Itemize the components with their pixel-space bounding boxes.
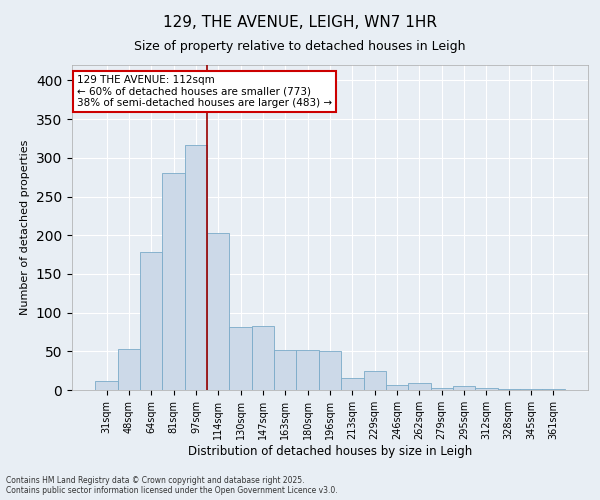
Bar: [542, 389, 565, 390]
Text: 129 THE AVENUE: 112sqm
← 60% of detached houses are smaller (773)
38% of semi-de: 129 THE AVENUE: 112sqm ← 60% of detached…: [77, 74, 332, 108]
Y-axis label: Number of detached properties: Number of detached properties: [20, 140, 31, 315]
Text: Contains HM Land Registry data © Crown copyright and database right 2025.
Contai: Contains HM Land Registry data © Crown c…: [6, 476, 338, 495]
Bar: [319, 352, 341, 390]
Bar: [475, 388, 497, 390]
Bar: [341, 378, 364, 390]
Bar: [431, 388, 453, 390]
Text: 129, THE AVENUE, LEIGH, WN7 1HR: 129, THE AVENUE, LEIGH, WN7 1HR: [163, 15, 437, 30]
Bar: [408, 383, 431, 390]
Bar: [520, 389, 542, 390]
Bar: [207, 233, 229, 390]
Bar: [386, 384, 408, 390]
Bar: [453, 386, 475, 390]
Bar: [163, 172, 185, 390]
Text: Size of property relative to detached houses in Leigh: Size of property relative to detached ho…: [134, 40, 466, 53]
Bar: [497, 389, 520, 390]
Bar: [95, 382, 118, 390]
Bar: [229, 326, 252, 390]
X-axis label: Distribution of detached houses by size in Leigh: Distribution of detached houses by size …: [188, 444, 472, 458]
Bar: [296, 350, 319, 390]
Bar: [252, 326, 274, 390]
Bar: [140, 252, 163, 390]
Bar: [118, 349, 140, 390]
Bar: [364, 370, 386, 390]
Bar: [274, 350, 296, 390]
Bar: [185, 144, 207, 390]
